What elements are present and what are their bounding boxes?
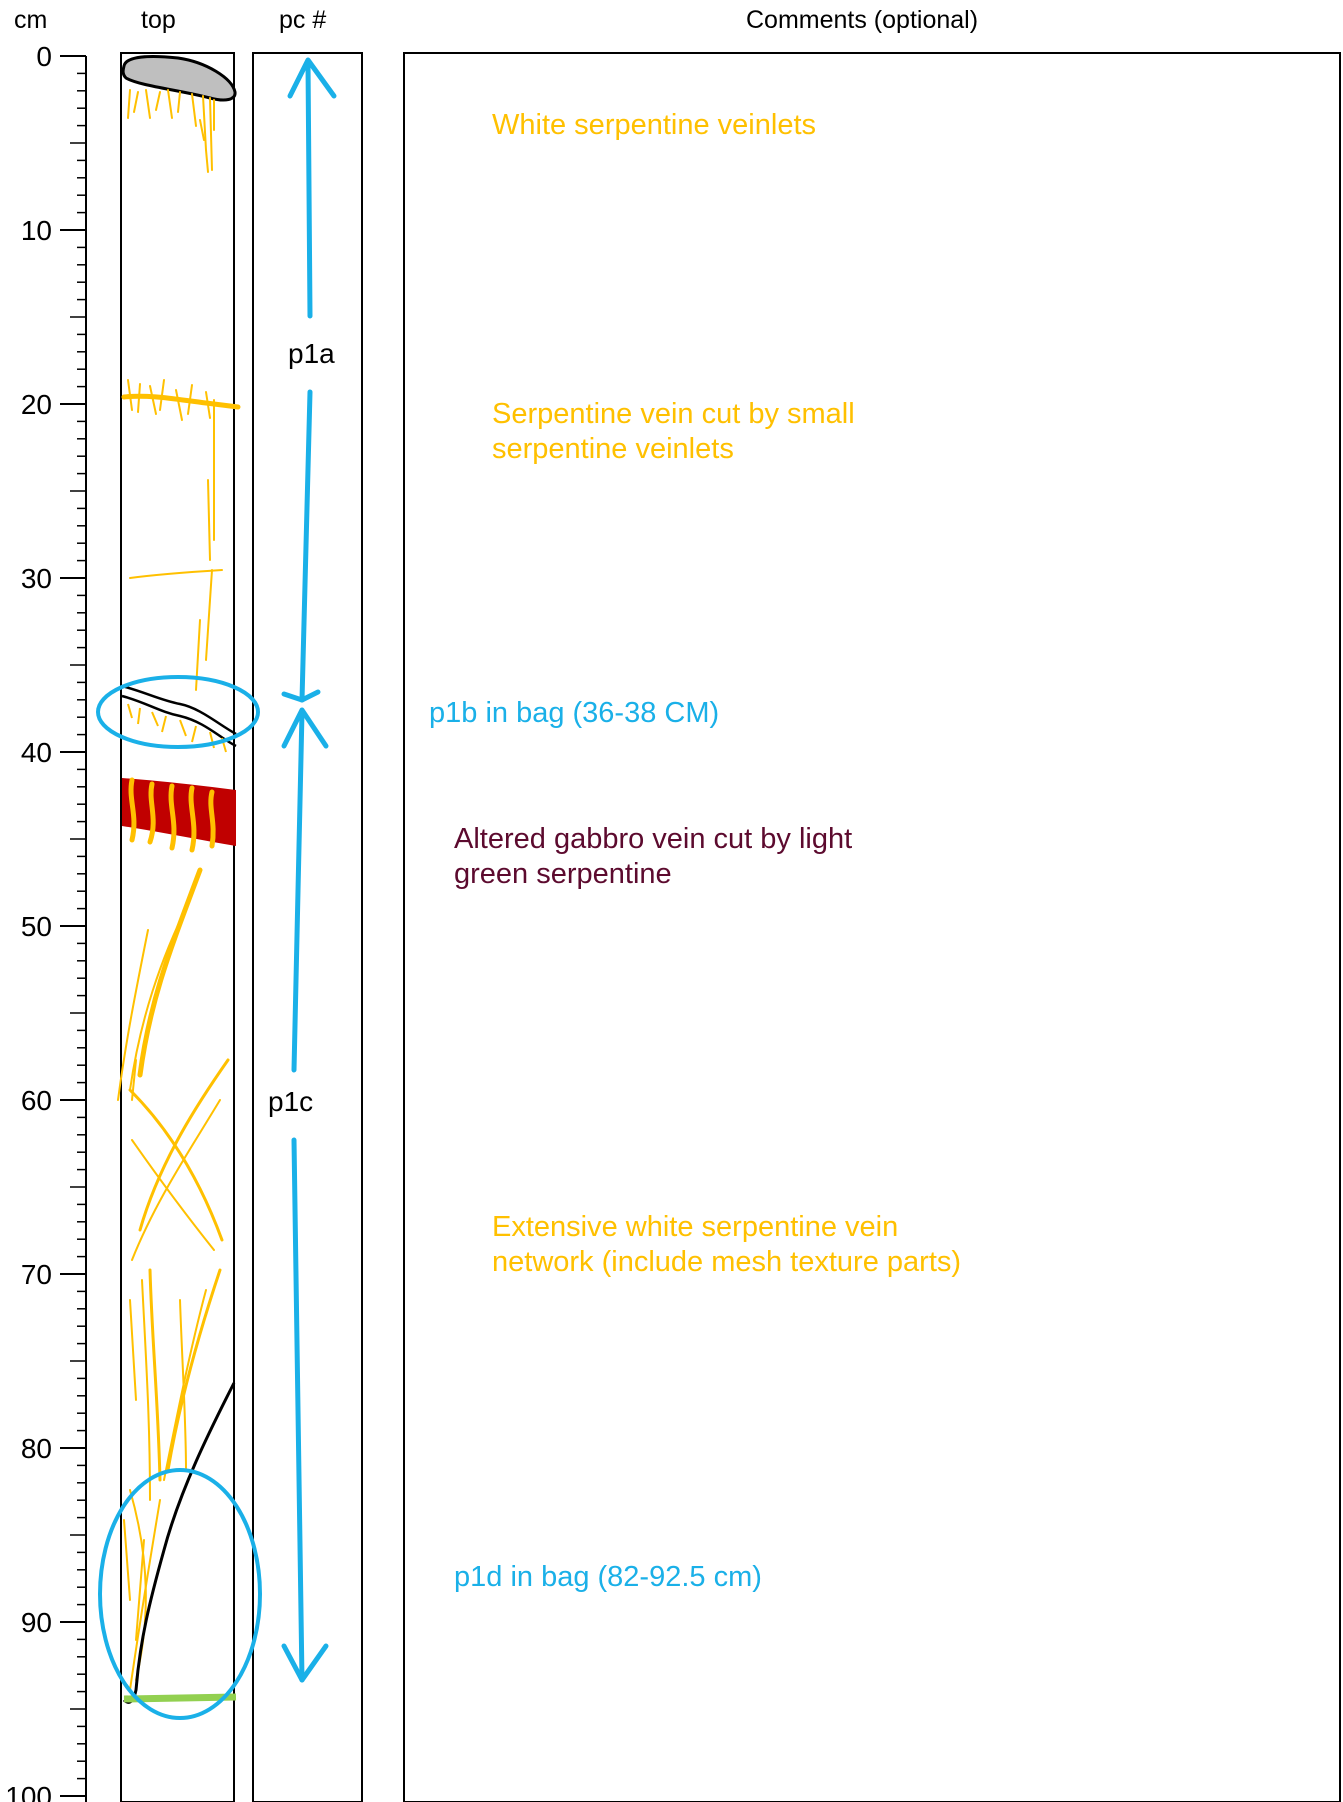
comment-p1b-in-bag: p1b in bag (36-38 CM) — [429, 697, 720, 729]
gabbro-cross-veins — [128, 777, 216, 853]
depth-tick-label: 100 — [5, 1781, 52, 1802]
depth-tick-label: 80 — [21, 1433, 52, 1464]
depth-tick-label: 90 — [21, 1607, 52, 1638]
green-serpentine-vein — [123, 1693, 237, 1703]
p1d-sample-ellipse — [98, 1468, 262, 1720]
comment-white-serpentine-veinlets: White serpentine veinlets — [492, 109, 816, 141]
depth-tick-label: 0 — [36, 41, 52, 72]
serpentine-network — [117, 867, 230, 1691]
depth-unit-header: cm — [14, 6, 48, 34]
depth-tick-label: 60 — [21, 1085, 52, 1116]
p1b-sample-ellipse — [96, 675, 260, 749]
gabbro-vein — [122, 778, 236, 846]
serpentine-vein-20cm — [121, 379, 241, 691]
depth-tick-label: 10 — [21, 215, 52, 246]
depth-tick-label: 70 — [21, 1259, 52, 1290]
comment-p1d-in-bag: p1d in bag (82-92.5 cm) — [454, 1561, 762, 1593]
fracture-curve — [122, 1382, 236, 1704]
p1b-veinlets — [127, 703, 227, 753]
comments-column-frame — [403, 52, 1341, 1802]
depth-tick-label: 30 — [21, 563, 52, 594]
comment-altered-gabbro-vein: Altered gabbro vein cut by light green s… — [454, 823, 853, 890]
comments-column-header: Comments (optional) — [746, 6, 979, 34]
depth-tick-label: 40 — [21, 737, 52, 768]
depth-tick-label: 50 — [21, 911, 52, 942]
piece-p1c-arrow — [281, 707, 329, 1683]
top-veinlets — [127, 89, 215, 173]
piece-label-p1a: p1a — [288, 338, 335, 369]
comment-extensive-serpentine-network: Extensive white serpentine vein network … — [492, 1211, 962, 1278]
comment-serpentine-vein-cut: Serpentine vein cut by small serpentine … — [492, 398, 855, 465]
depth-tick-label: 20 — [21, 389, 52, 420]
piece-column-header: pc # — [279, 6, 327, 34]
piece-p1a-arrow — [281, 57, 337, 703]
depth-ticks: 0 10 20 30 40 50 60 70 80 90 100 — [5, 41, 86, 1802]
core-column-frame — [120, 52, 235, 1802]
piece-column-frame — [252, 52, 363, 1802]
clast-shape — [121, 55, 237, 102]
core-column-header: top — [141, 6, 176, 34]
piece-label-p1c: p1c — [268, 1086, 314, 1117]
